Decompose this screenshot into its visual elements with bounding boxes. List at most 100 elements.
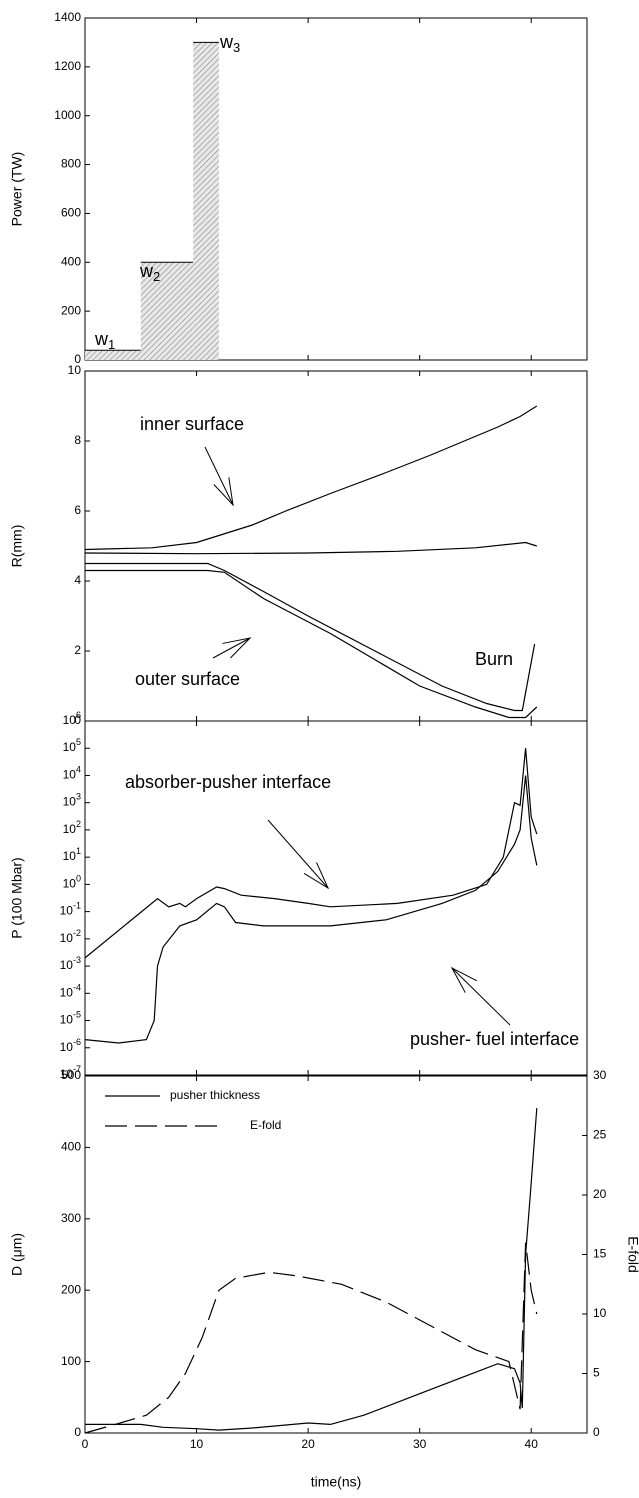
tick-exponent: 1 [76,847,81,857]
tick-exponent: -5 [73,1010,81,1020]
y-tick-label: 4 [74,573,81,587]
arrow-shaft [204,446,234,506]
series-line [85,569,538,719]
tick-base: 10 [60,1013,74,1027]
arrow-head [222,637,252,659]
y-tick-label: 1200 [54,59,81,73]
plot-frame [84,720,588,1076]
arrow-shaft [212,637,251,659]
y2-tick-label: 10 [593,1306,607,1320]
tick-base: 10 [60,931,74,945]
y-axis-label: Power (TW) [9,152,25,227]
y-tick-label: 200 [61,1282,81,1296]
pulse-bar [193,42,219,361]
arrow-head [450,966,478,993]
y-tick-label: 10-6 [60,1037,81,1054]
annotation: outer surface [135,669,240,689]
y2-tick-label: 25 [593,1128,607,1142]
tick-exponent: 5 [76,738,81,748]
tick-exponent: 2 [76,819,81,829]
tick-base: 10 [63,768,77,782]
x-tick-label: 0 [82,1437,89,1451]
tick-base: 10 [60,958,74,972]
annotation: pusher- fuel interface [410,1029,579,1049]
y-axis-label: R(mm) [9,525,25,568]
y-tick-label: 8 [74,433,81,447]
y-tick-label: 400 [61,254,81,268]
y-tick-label: 103 [63,792,81,809]
y-tick-label: 10 [68,363,82,377]
y-tick-label: 2 [74,643,81,657]
x-axis-label: time(ns) [311,1474,362,1490]
annotation-subscript: 3 [233,40,240,55]
plot-frame [84,1075,588,1434]
series-line [84,775,538,1044]
y-axis-label: D (μm) [9,1233,25,1276]
annotation-text: outer surface [135,669,240,689]
annotation-subscript: 2 [153,269,160,284]
series-line [84,1242,538,1434]
y-tick-label: 10-2 [60,928,81,945]
x-tick-label: 30 [413,1437,427,1451]
tick-exponent: 6 [76,710,81,720]
y2-tick-label: 15 [593,1247,607,1261]
y-tick-label: 100 [63,874,81,891]
y-tick-label: 0 [74,713,81,727]
annotation-text: pusher- fuel interface [410,1029,579,1049]
x-tick-label: 40 [525,1437,539,1451]
x-tick-label: 20 [301,1437,315,1451]
tick-exponent: 4 [76,765,81,775]
tick-base: 10 [63,849,77,863]
y-tick-label: 10-3 [60,955,81,972]
tick-base: 10 [63,822,77,836]
tick-base: 10 [60,904,74,918]
y-tick-label: 10-7 [60,1064,81,1081]
annotation: w1 [94,329,115,353]
y-tick-label: 0 [74,1425,81,1439]
arrow-shaft [267,819,329,889]
series-line [84,748,538,959]
tick-base: 10 [63,877,77,891]
series-line [84,541,537,555]
y-tick-label: 1400 [54,10,81,24]
annotation-text: w [219,32,234,52]
arrow-head [213,477,234,507]
tick-base: 10 [60,1040,74,1054]
tick-exponent: -3 [73,955,81,965]
annotation-text: inner surface [140,414,244,434]
annotation-subscript: 1 [108,337,115,352]
y-tick-label: 500 [61,1068,81,1082]
y-axis-label: P (100 Mbar) [9,857,25,938]
y-tick-label: 100 [61,1354,81,1368]
plot-frame [84,17,588,361]
tick-exponent: 0 [76,874,81,884]
annotation: inner surface [140,414,244,434]
y-tick-label: 105 [63,738,81,755]
annotation-text: w [94,329,109,349]
tick-base: 10 [60,985,74,999]
annotation-text: Burn [475,649,513,669]
y-tick-label: 10-5 [60,1010,81,1027]
y2-axis-label: E-fold [625,1236,639,1273]
tick-exponent: 3 [76,792,81,802]
y2-tick-label: 5 [593,1366,600,1380]
tick-base: 10 [63,740,77,754]
y-tick-label: 0 [74,352,81,366]
y-tick-label: 106 [63,710,81,727]
pulse-bar [140,262,194,360]
y-tick-label: 10-1 [60,901,81,918]
y2-tick-label: 20 [593,1187,607,1201]
legend-label: E-fold [250,1118,281,1132]
tick-base: 10 [63,795,77,809]
annotation: w3 [219,32,240,56]
y-tick-label: 101 [63,847,81,864]
legend-label: pusher thickness [170,1088,260,1102]
x-tick-label: 10 [190,1437,204,1451]
series-line [85,1108,538,1431]
tick-exponent: -4 [73,983,81,993]
tick-base: 10 [60,1067,74,1081]
y-tick-label: 400 [61,1140,81,1154]
series-line [84,405,538,551]
y-tick-label: 800 [61,157,81,171]
arrow-shaft [451,967,511,1026]
